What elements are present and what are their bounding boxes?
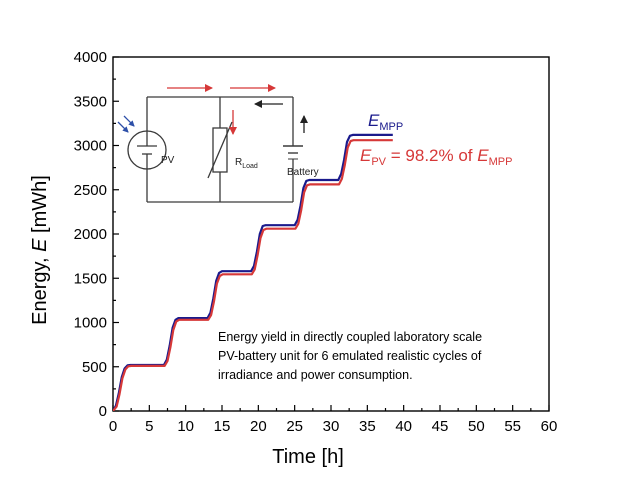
y-tick-label: 500 — [82, 359, 107, 376]
y-tick-label: 0 — [99, 403, 107, 420]
y-tick-label: 3500 — [74, 93, 107, 110]
y-axis: 0 500 1000 1500 2000 2500 3000 3500 4000 — [74, 49, 119, 420]
x-tick-label: 45 — [432, 418, 449, 435]
rload-label-base: R — [235, 157, 242, 168]
annotation-line-2: PV-battery unit for 6 emulated realistic… — [218, 349, 482, 363]
y-axis-title: Energy, E [mWh] — [29, 175, 51, 325]
x-tick-label: 60 — [541, 418, 558, 435]
x-tick-label: 5 — [145, 418, 153, 435]
x-tick-label: 25 — [286, 418, 303, 435]
annotation-line-3: irradiance and power consumption. — [218, 368, 413, 382]
annotation-line-1: Energy yield in directly coupled laborat… — [218, 330, 482, 344]
y-axis-title-unit: [mWh] — [29, 175, 51, 238]
x-axis: 0 5 10 15 20 25 30 35 40 45 50 55 60 — [109, 405, 558, 435]
y-axis-title-prefix: Energy, — [29, 252, 51, 325]
y-tick-label: 2500 — [74, 182, 107, 199]
x-tick-label: 40 — [395, 418, 412, 435]
y-tick-label: 3000 — [74, 138, 107, 155]
legend-epv-text: = 98.2% of — [386, 146, 477, 165]
legend-empp-sub: MPP — [379, 121, 403, 133]
legend-epv-ref-base: E — [477, 146, 489, 165]
y-tick-label: 4000 — [74, 49, 107, 66]
circuit-inset: PV RLoad Battery — [117, 84, 319, 203]
x-tick-label: 35 — [359, 418, 376, 435]
x-tick-label: 55 — [504, 418, 521, 435]
x-axis-title: Time [h] — [272, 446, 344, 468]
rload-label: RLoad — [235, 157, 258, 170]
x-tick-label: 50 — [468, 418, 485, 435]
legend-epv: EPV = 98.2% of EMPP — [360, 146, 512, 168]
x-tick-label: 10 — [177, 418, 194, 435]
pv-label: PV — [161, 155, 175, 166]
legend-empp: EMPP — [368, 111, 403, 133]
rload-label-sub: Load — [242, 163, 258, 170]
legend-epv-ref-sub: MPP — [489, 156, 513, 168]
y-tick-label: 1500 — [74, 270, 107, 287]
series-layer — [113, 133, 393, 411]
annotation: Energy yield in directly coupled laborat… — [218, 330, 482, 382]
legend-empp-base: E — [368, 111, 380, 130]
y-axis-title-symbol: E — [29, 238, 51, 252]
legend-epv-sub: PV — [371, 156, 386, 168]
x-tick-label: 30 — [323, 418, 340, 435]
x-tick-label: 0 — [109, 418, 117, 435]
legend-epv-base: E — [360, 146, 372, 165]
light-ray-icon-1 — [117, 121, 129, 133]
series-line-e-pv — [113, 139, 393, 411]
battery-label: Battery — [287, 167, 319, 178]
y-tick-label: 1000 — [74, 315, 107, 332]
x-tick-label: 15 — [214, 418, 231, 435]
x-tick-label: 20 — [250, 418, 267, 435]
light-ray-icon-2 — [123, 115, 135, 127]
load-variable-arrow — [207, 121, 233, 179]
y-tick-label: 2000 — [74, 226, 107, 243]
